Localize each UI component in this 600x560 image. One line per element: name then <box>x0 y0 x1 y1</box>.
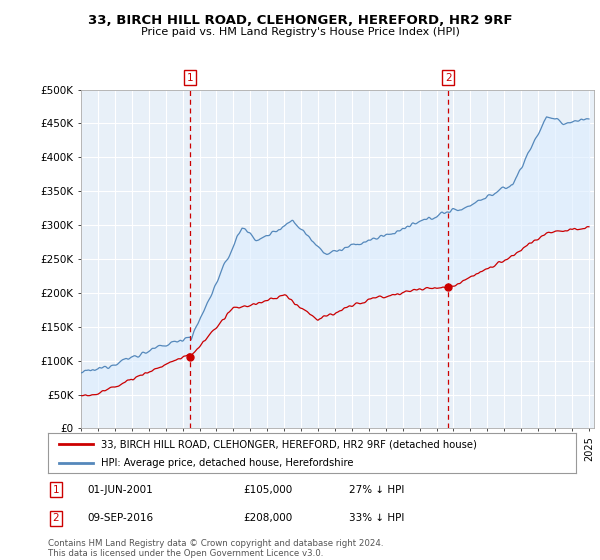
Text: £208,000: £208,000 <box>244 514 293 524</box>
Text: 1: 1 <box>187 73 193 83</box>
Text: 09-SEP-2016: 09-SEP-2016 <box>88 514 154 524</box>
Text: 33, BIRCH HILL ROAD, CLEHONGER, HEREFORD, HR2 9RF: 33, BIRCH HILL ROAD, CLEHONGER, HEREFORD… <box>88 14 512 27</box>
Text: 27% ↓ HPI: 27% ↓ HPI <box>349 484 404 494</box>
Text: 2: 2 <box>445 73 452 83</box>
Text: 33% ↓ HPI: 33% ↓ HPI <box>349 514 404 524</box>
Text: 33, BIRCH HILL ROAD, CLEHONGER, HEREFORD, HR2 9RF (detached house): 33, BIRCH HILL ROAD, CLEHONGER, HEREFORD… <box>101 439 476 449</box>
Text: 1: 1 <box>53 484 59 494</box>
Text: 01-JUN-2001: 01-JUN-2001 <box>88 484 154 494</box>
Text: £105,000: £105,000 <box>244 484 293 494</box>
Text: 2: 2 <box>53 514 59 524</box>
Text: Contains HM Land Registry data © Crown copyright and database right 2024.
This d: Contains HM Land Registry data © Crown c… <box>48 539 383 558</box>
Text: HPI: Average price, detached house, Herefordshire: HPI: Average price, detached house, Here… <box>101 458 353 468</box>
Text: Price paid vs. HM Land Registry's House Price Index (HPI): Price paid vs. HM Land Registry's House … <box>140 27 460 37</box>
